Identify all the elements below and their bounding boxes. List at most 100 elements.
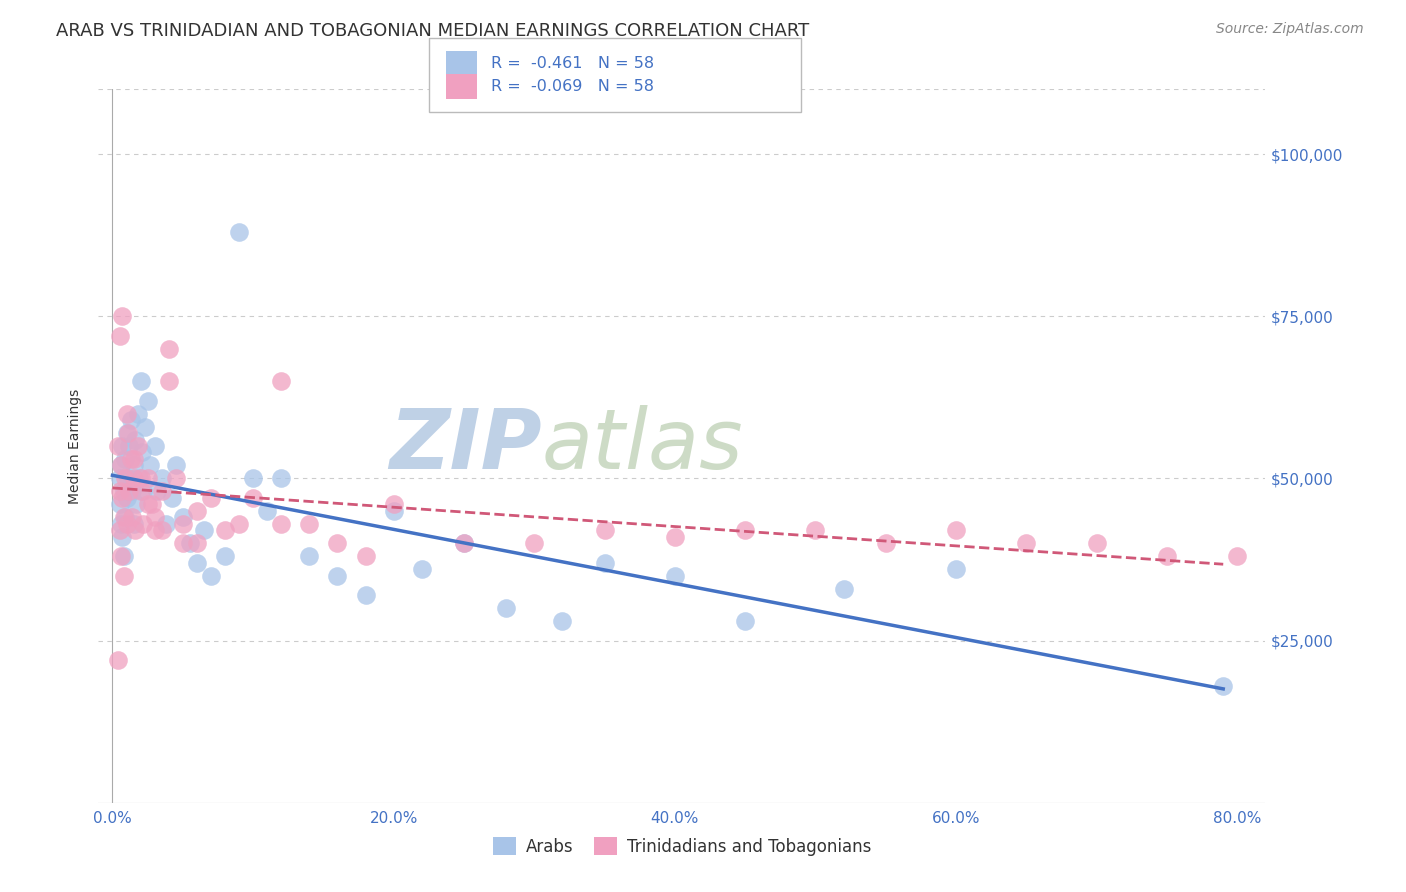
Point bbox=[121, 484, 143, 499]
Point bbox=[143, 524, 166, 538]
Point bbox=[107, 653, 129, 667]
Point bbox=[150, 471, 173, 485]
Point bbox=[120, 413, 142, 427]
Point bbox=[165, 458, 187, 473]
Point bbox=[945, 524, 967, 538]
Point bbox=[120, 452, 142, 467]
Point bbox=[110, 458, 132, 473]
Y-axis label: Median Earnings: Median Earnings bbox=[69, 388, 83, 504]
Point bbox=[136, 471, 159, 485]
Point bbox=[326, 568, 349, 582]
Point bbox=[111, 310, 134, 324]
Point bbox=[734, 614, 756, 628]
Legend: Arabs, Trinidadians and Tobagonians: Arabs, Trinidadians and Tobagonians bbox=[486, 830, 877, 863]
Point bbox=[354, 588, 377, 602]
Point bbox=[117, 425, 139, 440]
Point bbox=[143, 439, 166, 453]
Point bbox=[875, 536, 897, 550]
Point bbox=[107, 439, 129, 453]
Point bbox=[453, 536, 475, 550]
Point bbox=[115, 516, 138, 531]
Point bbox=[214, 549, 236, 564]
Point bbox=[143, 510, 166, 524]
Point bbox=[326, 536, 349, 550]
Point bbox=[593, 556, 616, 570]
Point bbox=[141, 497, 163, 511]
Point bbox=[200, 491, 222, 505]
Point bbox=[124, 524, 146, 538]
Point bbox=[150, 524, 173, 538]
Point bbox=[1212, 679, 1234, 693]
Point bbox=[114, 452, 136, 467]
Point bbox=[146, 484, 169, 499]
Point bbox=[1015, 536, 1038, 550]
Point bbox=[118, 484, 141, 499]
Text: R =  -0.069   N = 58: R = -0.069 N = 58 bbox=[491, 79, 654, 94]
Text: atlas: atlas bbox=[541, 406, 744, 486]
Point bbox=[186, 556, 208, 570]
Point bbox=[122, 458, 145, 473]
Point bbox=[124, 433, 146, 447]
Point bbox=[411, 562, 433, 576]
Point bbox=[1085, 536, 1108, 550]
Point bbox=[270, 516, 292, 531]
Point bbox=[157, 342, 180, 356]
Point bbox=[256, 504, 278, 518]
Point bbox=[523, 536, 546, 550]
Point bbox=[122, 471, 145, 485]
Point bbox=[122, 452, 145, 467]
Point bbox=[157, 374, 180, 388]
Point bbox=[127, 407, 149, 421]
Point bbox=[112, 510, 135, 524]
Text: ARAB VS TRINIDADIAN AND TOBAGONIAN MEDIAN EARNINGS CORRELATION CHART: ARAB VS TRINIDADIAN AND TOBAGONIAN MEDIA… bbox=[56, 22, 810, 40]
Point bbox=[110, 516, 132, 531]
Text: ZIP: ZIP bbox=[389, 406, 541, 486]
Point bbox=[118, 439, 141, 453]
Point bbox=[112, 568, 135, 582]
Text: Source: ZipAtlas.com: Source: ZipAtlas.com bbox=[1216, 22, 1364, 37]
Point bbox=[129, 471, 152, 485]
Point bbox=[112, 484, 135, 499]
Point bbox=[172, 536, 194, 550]
Point bbox=[551, 614, 574, 628]
Point bbox=[108, 328, 131, 343]
Point bbox=[200, 568, 222, 582]
Point bbox=[172, 516, 194, 531]
Point bbox=[228, 225, 250, 239]
Point bbox=[110, 549, 132, 564]
Point bbox=[117, 471, 139, 485]
Point bbox=[128, 471, 150, 485]
Point bbox=[111, 530, 134, 544]
Point bbox=[115, 491, 138, 505]
Point bbox=[804, 524, 827, 538]
Point bbox=[139, 458, 162, 473]
Point bbox=[734, 524, 756, 538]
Point bbox=[228, 516, 250, 531]
Point bbox=[111, 439, 134, 453]
Point bbox=[127, 439, 149, 453]
Point bbox=[832, 582, 855, 596]
Point bbox=[132, 484, 155, 499]
Point bbox=[136, 393, 159, 408]
Point bbox=[242, 491, 264, 505]
Point bbox=[382, 497, 405, 511]
Point bbox=[155, 516, 177, 531]
Point bbox=[214, 524, 236, 538]
Point bbox=[179, 536, 201, 550]
Point bbox=[134, 419, 156, 434]
Point bbox=[110, 458, 132, 473]
Point bbox=[132, 516, 155, 531]
Point bbox=[111, 491, 134, 505]
Point bbox=[242, 471, 264, 485]
Point bbox=[121, 510, 143, 524]
Point bbox=[129, 374, 152, 388]
Point bbox=[172, 510, 194, 524]
Point bbox=[108, 484, 131, 499]
Point bbox=[382, 504, 405, 518]
Point bbox=[125, 497, 148, 511]
Point bbox=[112, 549, 135, 564]
Point bbox=[108, 471, 131, 485]
Point bbox=[115, 425, 138, 440]
Point bbox=[150, 484, 173, 499]
Point bbox=[945, 562, 967, 576]
